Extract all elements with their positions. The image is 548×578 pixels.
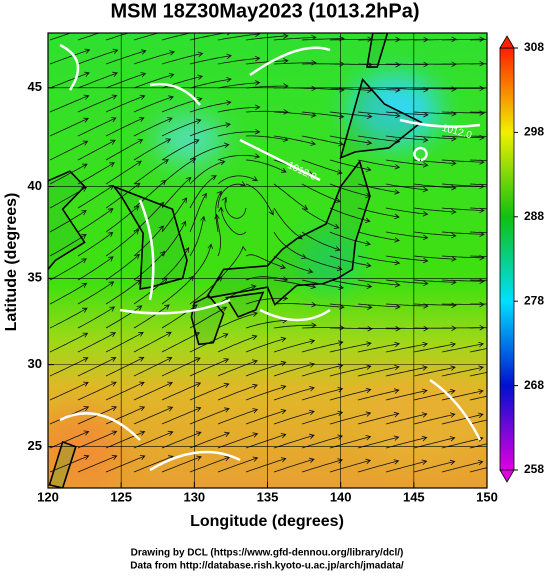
colorbar-tick-label: 258 (524, 462, 544, 476)
colorbar-min-arrow (499, 469, 515, 483)
x-tick-label: 150 (476, 489, 498, 504)
x-tick-label: 125 (110, 489, 132, 504)
x-tick-label: 145 (403, 489, 425, 504)
x-tick-label: 140 (330, 489, 352, 504)
coastline (339, 77, 423, 160)
y-tick-label: 30 (28, 356, 42, 371)
y-tick-label: 35 (28, 270, 42, 285)
credit: Drawing by DCL (https://www.gfd-dennou.o… (131, 548, 404, 559)
colorbar-bar (499, 47, 515, 471)
y-tick-label: 45 (28, 79, 42, 94)
coastline (225, 291, 265, 318)
colorbar-tick-label: 298 (524, 125, 544, 139)
colorbar-tick-label: 308 (524, 40, 544, 54)
grid (48, 33, 487, 488)
x-tick-label: 135 (257, 489, 279, 504)
credit: Data from http://database.rish.kyoto-u.a… (130, 561, 404, 572)
colorbar-tick-label: 268 (524, 378, 544, 392)
colorbar-tick-label: 278 (524, 293, 544, 307)
colorbar: 258 268 278 288 298 308 (499, 35, 544, 483)
colorbar-max-arrow (499, 35, 515, 49)
x-axis-label: Longitude (degrees) (190, 513, 344, 530)
axes: 120 125 130 135 140 145 150 25 30 35 40 45 (28, 79, 498, 504)
y-tick-label: 40 (28, 178, 42, 193)
isobars (59, 43, 482, 472)
x-tick-label: 120 (37, 489, 59, 504)
title: MSM 18Z30May2023 (1013.2hPa) (110, 0, 419, 22)
x-tick-label: 130 (183, 489, 205, 504)
colorbar-tick-label: 288 (524, 209, 544, 223)
y-axis-label: Latitude (degrees) (3, 193, 20, 332)
coastline (366, 33, 389, 68)
map-area: 1012.0 1012.0 (48, 33, 487, 488)
coastline (48, 170, 86, 271)
y-tick-label: 25 (28, 438, 42, 453)
